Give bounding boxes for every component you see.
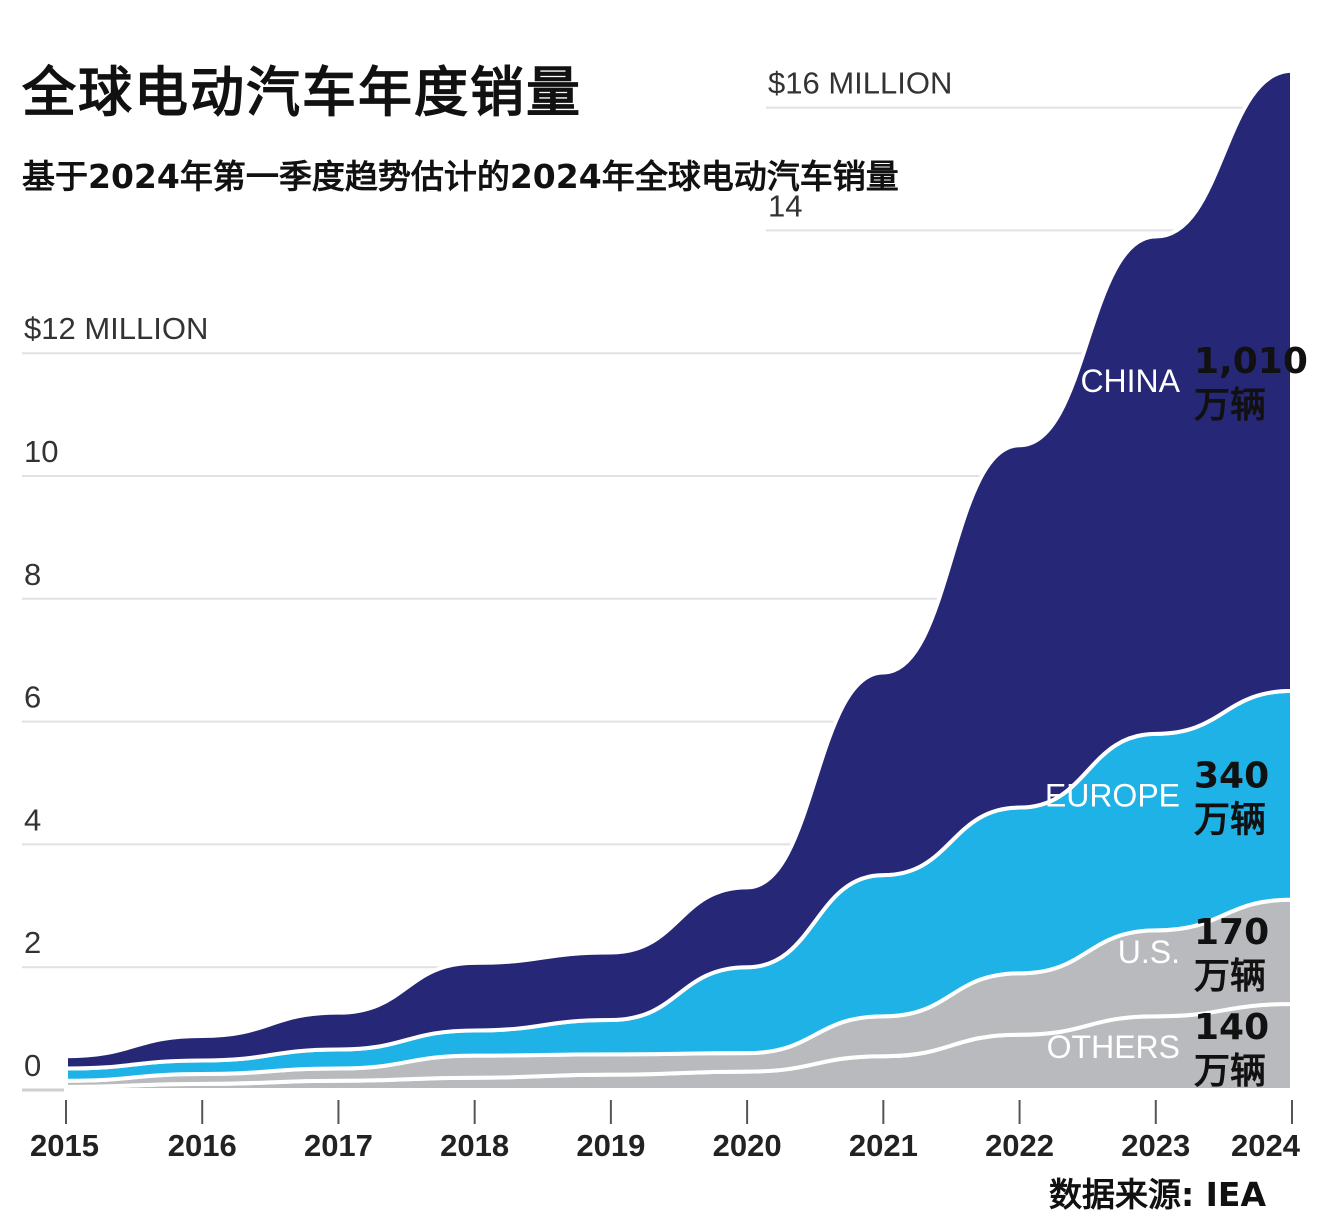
y-tick-label: 4 (24, 802, 41, 837)
series-value-label: 140 (1194, 1007, 1269, 1048)
x-tick-label: 2021 (849, 1128, 918, 1163)
series-value-label: 170 (1194, 912, 1269, 953)
series-value-label: 340 (1194, 755, 1269, 796)
y-tick-label: $12 MILLION (24, 311, 208, 346)
area-layer (64, 68, 1294, 1093)
series-name-label: EUROPE (1045, 777, 1180, 813)
series-name-label: CHINA (1080, 363, 1180, 399)
x-tick-label: 2017 (304, 1128, 373, 1163)
chart-title: 全球电动汽车年度销量 (22, 61, 582, 124)
y-tick-label: 0 (24, 1048, 41, 1083)
x-tick-label: 2020 (713, 1128, 782, 1163)
y-tick-label: $16 MILLION (768, 66, 952, 101)
x-tick-label: 2015 (30, 1128, 99, 1163)
x-tick-label: 2019 (576, 1128, 645, 1163)
series-value-unit: 万辆 (1194, 1051, 1266, 1092)
y-tick-label: 8 (24, 557, 41, 592)
x-axis: 2015 2016 2017 2018 2019 2020 2021 2022 2023 2024 (30, 1100, 1301, 1163)
y-tick-label: 6 (24, 680, 41, 715)
x-tick-label: 2018 (440, 1128, 509, 1163)
series-value-unit: 万辆 (1194, 956, 1266, 997)
y-tick-label: 2 (24, 925, 41, 960)
chart-subtitle: 基于2024年第一季度趋势估计的2024年全球电动汽车销量 (22, 157, 899, 196)
area-china (64, 68, 1294, 1071)
x-tick-label: 2022 (985, 1128, 1054, 1163)
series-value-unit: 万辆 (1194, 799, 1266, 840)
series-name-label: U.S. (1118, 934, 1180, 970)
x-tick-label: 2016 (168, 1128, 237, 1163)
data-source-note: 数据来源: IEA (1048, 1175, 1266, 1214)
series-name-label: OTHERS (1047, 1029, 1180, 1065)
y-tick-label: 10 (24, 434, 58, 469)
x-tick-label: 2023 (1121, 1128, 1190, 1163)
series-value-unit: 万辆 (1194, 385, 1266, 426)
x-tick-label: 2024 (1231, 1128, 1301, 1163)
series-value-label: 1,010 (1194, 341, 1308, 382)
y-tick-label: 14 (768, 188, 802, 223)
y-tick-labels: 0 2 4 6 8 10 $12 MILLION 14 $16 MILLION (24, 66, 952, 1083)
